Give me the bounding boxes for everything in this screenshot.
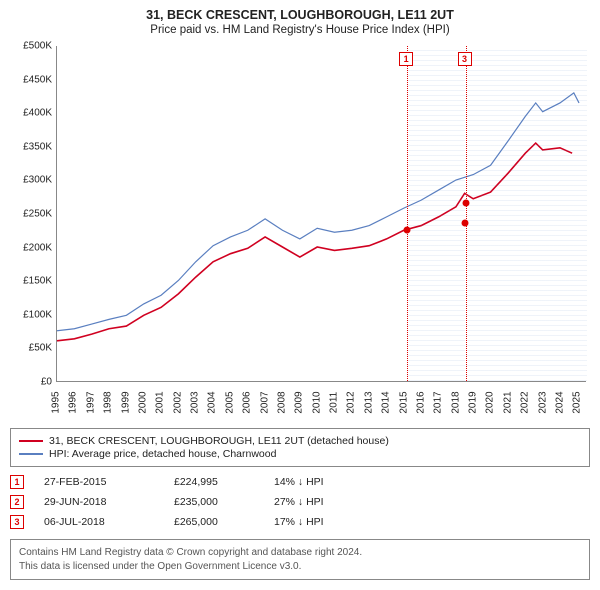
chart-subtitle: Price paid vs. HM Land Registry's House … [10, 24, 590, 36]
x-axis-label: 2009 [294, 391, 305, 413]
x-axis-label: 1997 [85, 391, 96, 413]
x-axis-label: 1999 [120, 391, 131, 413]
y-axis-label: £300K [10, 175, 52, 186]
x-axis-label: 2011 [329, 392, 340, 414]
x-axis-label: 2003 [190, 391, 201, 413]
y-axis-label: £400K [10, 108, 52, 119]
x-axis-label: 2008 [276, 391, 287, 413]
x-axis-label: 2018 [450, 391, 461, 413]
y-axis-label: £450K [10, 74, 52, 85]
x-axis-label: 2013 [363, 391, 374, 413]
legend-row-blue: HPI: Average price, detached house, Char… [19, 448, 581, 460]
footer-line2: This data is licensed under the Open Gov… [19, 560, 581, 574]
sale-date: 06-JUL-2018 [44, 516, 154, 528]
sale-row: 1 27-FEB-2015 £224,995 14% ↓ HPI [10, 475, 590, 489]
legend-box: 31, BECK CRESCENT, LOUGHBOROUGH, LE11 2U… [10, 428, 590, 467]
sale-date: 29-JUN-2018 [44, 496, 154, 508]
sale-marker-box: 3 [458, 52, 472, 66]
y-axis-label: £500K [10, 41, 52, 52]
x-axis-label: 2004 [207, 391, 218, 413]
x-axis-label: 2000 [137, 391, 148, 413]
sale-delta: 14% ↓ HPI [274, 476, 364, 488]
sale-row: 2 29-JUN-2018 £235,000 27% ↓ HPI [10, 495, 590, 509]
sale-date: 27-FEB-2015 [44, 476, 154, 488]
x-axis-label: 2002 [172, 391, 183, 413]
y-axis-label: £150K [10, 276, 52, 287]
sales-table: 1 27-FEB-2015 £224,995 14% ↓ HPI 2 29-JUN-201… [10, 475, 590, 529]
x-axis-label: 2025 [572, 391, 583, 413]
x-axis-label: 2023 [537, 391, 548, 413]
x-axis-label: 2021 [502, 391, 513, 413]
chart-title: 31, BECK CRESCENT, LOUGHBOROUGH, LE11 2U… [10, 8, 590, 22]
sale-dot [404, 226, 411, 233]
x-axis-label: 2024 [554, 391, 565, 413]
footer-box: Contains HM Land Registry data © Crown c… [10, 539, 590, 580]
x-axis-label: 2012 [346, 391, 357, 413]
x-axis-label: 2020 [485, 391, 496, 413]
y-axis-label: £100K [10, 309, 52, 320]
hatch-region [407, 46, 465, 381]
sale-marker-icon: 2 [10, 495, 24, 509]
y-axis-label: £350K [10, 141, 52, 152]
legend-swatch-blue [19, 453, 43, 455]
sale-price: £265,000 [174, 516, 254, 528]
sale-dot [462, 220, 469, 227]
x-axis-label: 2007 [259, 391, 270, 413]
y-axis-label: £250K [10, 209, 52, 220]
x-axis-label: 1996 [68, 391, 79, 413]
x-axis-label: 2014 [381, 391, 392, 413]
x-axis-label: 2019 [468, 391, 479, 413]
x-axis-label: 2005 [224, 391, 235, 413]
legend-label-blue: HPI: Average price, detached house, Char… [49, 448, 276, 460]
x-axis-label: 2006 [242, 391, 253, 413]
sale-row: 3 06-JUL-2018 £265,000 17% ↓ HPI [10, 515, 590, 529]
sale-vline [466, 46, 467, 381]
sale-dot [462, 199, 469, 206]
sale-marker-icon: 3 [10, 515, 24, 529]
x-axis-label: 1995 [51, 391, 62, 413]
sale-marker-icon: 1 [10, 475, 24, 489]
legend-row-red: 31, BECK CRESCENT, LOUGHBOROUGH, LE11 2U… [19, 435, 581, 447]
x-axis-label: 2022 [520, 391, 531, 413]
sale-price: £224,995 [174, 476, 254, 488]
x-axis-label: 2016 [415, 391, 426, 413]
x-axis-label: 2015 [398, 391, 409, 413]
sale-vline [407, 46, 408, 381]
sale-delta: 27% ↓ HPI [274, 496, 364, 508]
sale-marker-box: 1 [399, 52, 413, 66]
sale-delta: 17% ↓ HPI [274, 516, 364, 528]
footer-line1: Contains HM Land Registry data © Crown c… [19, 546, 581, 560]
plot-region [56, 46, 586, 382]
legend-label-red: 31, BECK CRESCENT, LOUGHBOROUGH, LE11 2U… [49, 435, 389, 447]
y-axis-label: £200K [10, 242, 52, 253]
y-axis-label: £50K [10, 343, 52, 354]
x-axis-label: 2001 [155, 391, 166, 413]
x-axis-label: 1998 [103, 391, 114, 413]
hatch-region [466, 46, 587, 381]
y-axis-label: £0 [10, 377, 52, 388]
chart-area: £0 £50K £100K £150K £200K £250K £300K £350K £400… [10, 42, 590, 422]
sale-price: £235,000 [174, 496, 254, 508]
x-axis-label: 2017 [433, 391, 444, 413]
legend-swatch-red [19, 440, 43, 442]
x-axis-label: 2010 [311, 391, 322, 413]
